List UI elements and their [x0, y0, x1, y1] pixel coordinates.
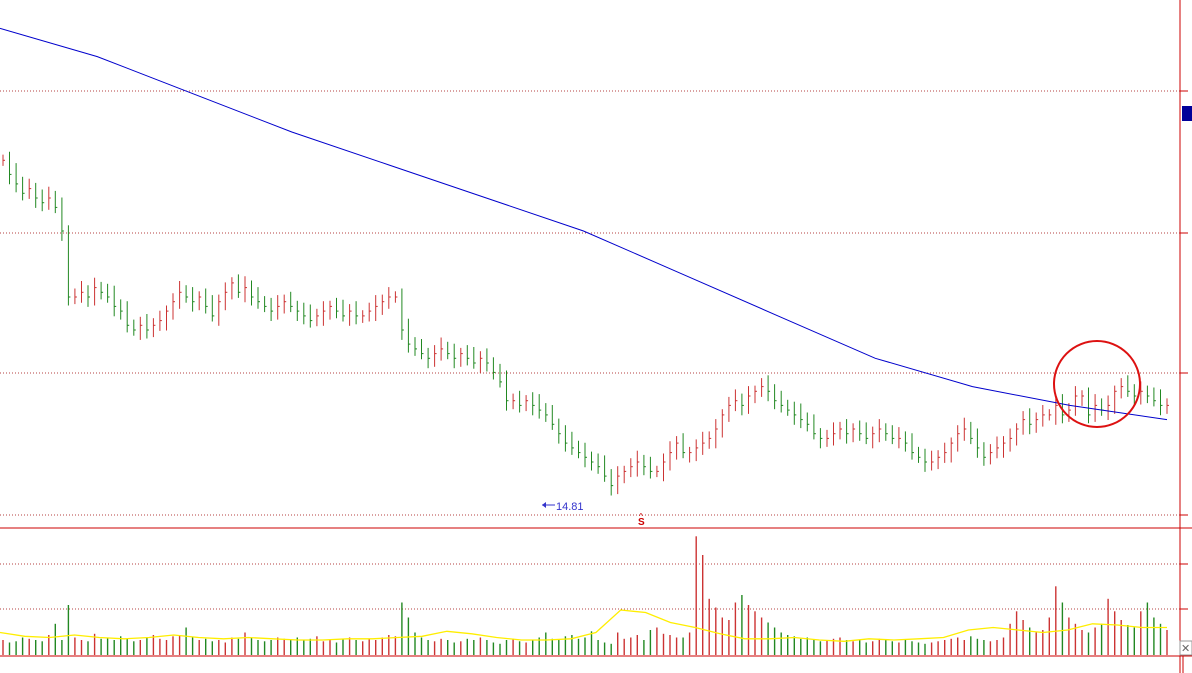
split-marker: S [638, 517, 645, 528]
volume-average-line [0, 609, 1167, 642]
moving-average-line [0, 27, 1168, 421]
price-axis-ticks [1180, 90, 1188, 610]
price-bars [2, 151, 1169, 496]
low-annotation: 14.81 [542, 501, 584, 513]
split-marker-accent: ^ [639, 512, 643, 521]
low-pointer-arrow [542, 502, 546, 508]
close-icon[interactable]: ✕ [1181, 643, 1190, 655]
low-label: 14.81 [556, 501, 584, 513]
panel-close-box[interactable] [1179, 640, 1192, 656]
current-price-marker [1182, 106, 1192, 121]
highlight-circle [1053, 340, 1141, 428]
